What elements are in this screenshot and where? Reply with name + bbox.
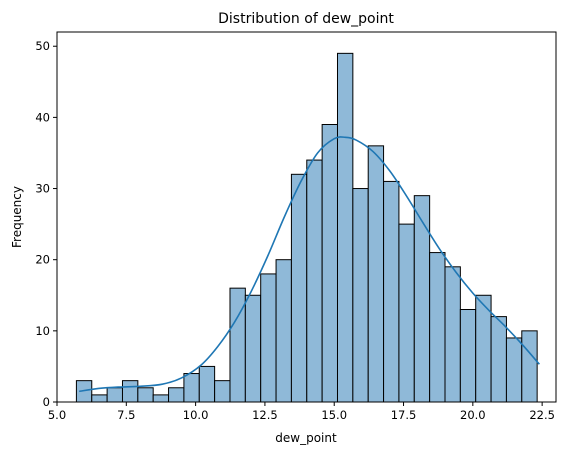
chart-title: Distribution of dew_point (218, 11, 394, 27)
x-axis-label: dew_point (275, 431, 337, 445)
histogram-bar (183, 373, 200, 403)
histogram-bar (121, 380, 139, 403)
plot-frame (56, 31, 557, 403)
histogram-bar (260, 273, 277, 403)
x-tick-label: 20.0 (460, 408, 486, 422)
x-tick-label: 5.0 (48, 408, 66, 422)
histogram-bar (244, 294, 262, 403)
histogram-bar (152, 394, 170, 403)
x-tick-label: 17.5 (391, 408, 417, 422)
histogram-bar (106, 387, 123, 403)
histogram-bar (413, 195, 431, 403)
y-tick-label: 10 (35, 324, 50, 338)
y-tick-label: 30 (35, 182, 50, 196)
histogram-bar (290, 173, 308, 403)
histogram-bar (459, 309, 477, 403)
y-tick-label: 40 (35, 110, 50, 124)
histogram-bar (367, 145, 385, 403)
histogram-bar (198, 365, 216, 403)
histogram-bar (444, 266, 461, 403)
kde-curve (79, 136, 540, 393)
histogram-bar (229, 287, 246, 403)
x-tick-label: 7.5 (117, 408, 135, 422)
x-tick-label: 12.5 (252, 408, 278, 422)
y-axis-ticks: 0 10 20 30 40 50 (35, 39, 57, 409)
x-tick-label: 10.0 (183, 408, 209, 422)
histogram-bar (275, 259, 292, 403)
x-tick-label: 22.5 (529, 408, 555, 422)
histogram-bar (429, 252, 446, 403)
histogram-bar (398, 223, 415, 403)
y-axis-label: Frequency (10, 186, 24, 248)
histogram-bar (490, 316, 507, 403)
histogram-bar (137, 387, 154, 403)
histogram-bar (168, 387, 185, 403)
histogram-bar (306, 159, 323, 403)
y-tick-label: 50 (35, 39, 50, 53)
histogram-bar (336, 52, 354, 403)
histogram-bars (75, 52, 538, 403)
histogram-bar (505, 337, 523, 403)
x-tick-label: 15.0 (321, 408, 347, 422)
y-tick-label: 20 (35, 253, 50, 267)
histogram-bar (91, 394, 108, 403)
histogram-bar (352, 188, 369, 403)
histogram-bar (383, 180, 400, 403)
histogram-bar (521, 330, 538, 403)
histogram-bar (321, 124, 338, 403)
histogram-bar (214, 380, 231, 403)
x-axis-ticks: 5.0 7.5 10.0 12.5 15.0 17.5 20.0 22.5 (48, 402, 555, 422)
y-tick-label: 0 (43, 395, 50, 409)
